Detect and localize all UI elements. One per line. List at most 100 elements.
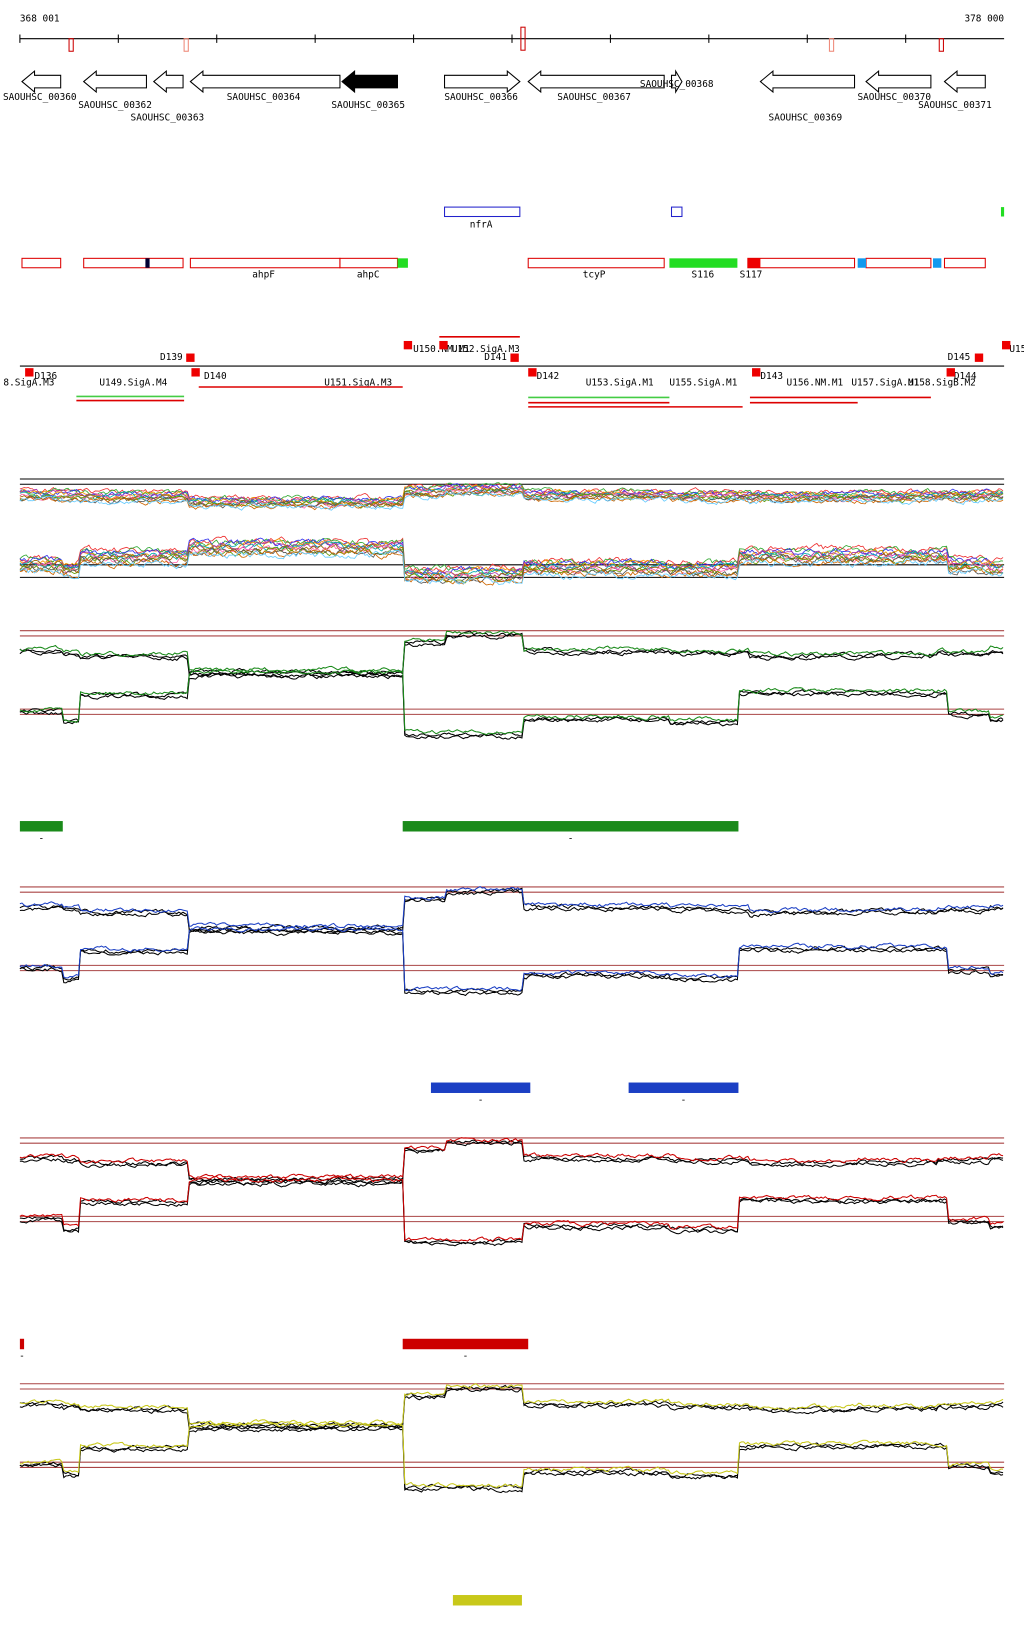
segment-bar: [628, 1082, 739, 1093]
segment-label: -: [39, 833, 45, 844]
transcript-label: D141: [484, 352, 507, 363]
transcript-label: U157.SigA.M1: [851, 377, 919, 388]
gene-label: SAOUHSC_00365: [331, 100, 405, 111]
gene-arrow: [444, 70, 521, 94]
signal-trace: [19, 671, 1004, 738]
signal-trace: [19, 1178, 1004, 1245]
feature-fill: [397, 258, 408, 268]
segment-label: -: [681, 1095, 687, 1106]
segment-label: -: [568, 833, 574, 844]
gene-arrow: [527, 70, 665, 94]
signal-trace: [19, 1387, 1004, 1431]
gene-arrow: [341, 70, 398, 94]
signal-trace: [19, 541, 1004, 580]
feature-label: ahpF: [252, 270, 275, 281]
transcript-marker: [1002, 340, 1011, 350]
transcript-label: D140: [204, 371, 227, 382]
signal-trace: [19, 887, 1004, 932]
signal-trace: [19, 886, 1004, 929]
signal-trace: [19, 1383, 1004, 1426]
signal-trace: [19, 669, 1004, 736]
signal-trace: [19, 482, 1004, 503]
segment-bar: [402, 1338, 529, 1350]
signal-trace: [19, 1421, 1004, 1488]
signal-trace: [19, 926, 1004, 992]
ruler-marker: [828, 38, 835, 52]
gene-label: SAOUHSC_00371: [918, 100, 992, 111]
segment-bar: [19, 1338, 25, 1350]
feature-box: [21, 257, 62, 269]
gene-label: SAOUHSC_00367: [557, 92, 631, 103]
signal-trace: [19, 889, 1004, 934]
signal-trace: [19, 1137, 1004, 1180]
transcript-label: D139: [160, 352, 183, 363]
feature-box: [747, 257, 856, 269]
ruler-end: 378 000: [964, 13, 1004, 24]
feature-label: nfrA: [470, 219, 493, 230]
signal-trace: [19, 547, 1004, 584]
signal-trace: [19, 1425, 1004, 1494]
transcript-label: U152.SigA.M3: [452, 344, 520, 355]
ruler-marker: [183, 38, 189, 52]
transcript-marker: [510, 353, 519, 362]
signal-trace: [19, 1141, 1004, 1185]
gene-arrow: [152, 70, 184, 94]
signal-trace: [19, 489, 1004, 511]
ruler-marker: [938, 38, 944, 52]
signal-trace: [19, 549, 1004, 586]
signal-trace: [19, 490, 1004, 511]
transcript-label: U155.SigA.M1: [669, 377, 737, 388]
segment-bar: [430, 1082, 531, 1093]
gene-label: SAOUHSC_00360: [3, 92, 77, 103]
signal-trace: [19, 673, 1004, 740]
transcript-label: U149.SigA.M4: [99, 377, 167, 388]
transcript-label: U153.SigA.M1: [586, 377, 654, 388]
signal-trace: [19, 537, 1004, 575]
gene-label: SAOUHSC_00364: [227, 92, 301, 103]
gene-label: SAOUHSC_00370: [857, 92, 931, 103]
transcript-label: D136: [35, 371, 58, 382]
gene-arrow: [82, 70, 147, 94]
gene-arrow: [21, 70, 62, 94]
feature-box: [527, 257, 665, 269]
gene-arrow: [943, 70, 986, 94]
feature-box: [444, 206, 521, 218]
ruler-marker: [520, 26, 526, 51]
feature-box: [83, 257, 184, 269]
segment-label: -: [463, 1351, 469, 1362]
feature-box: [670, 206, 683, 218]
feature-fill: [857, 258, 867, 268]
feature-box: [865, 257, 932, 269]
signal-trace: [19, 1180, 1004, 1247]
signal-trace: [19, 484, 1004, 505]
feature-label: S117: [740, 270, 763, 281]
gene-label: SAOUHSC_00366: [444, 92, 518, 103]
transcript-label: U15: [1009, 344, 1024, 355]
transcript-marker: [186, 353, 195, 362]
transcript-label: U158.SigB.M2: [908, 377, 976, 388]
transcript-label: D142: [537, 371, 560, 382]
transcript-marker: [403, 340, 413, 350]
feature-fill: [145, 258, 150, 268]
signal-trace: [19, 538, 1004, 577]
transcript-label: U156.NM.M1: [787, 377, 844, 388]
segment-label: -: [19, 1351, 25, 1362]
gene-arrow: [865, 70, 932, 94]
signal-trace: [19, 927, 1004, 995]
transcript-marker: [439, 340, 448, 350]
signal-trace: [19, 1384, 1004, 1428]
feature-box: [943, 257, 986, 269]
signal-trace: [19, 537, 1004, 576]
transcript-marker: [946, 368, 955, 377]
feature-fill: [1000, 207, 1005, 217]
feature-label: S116: [692, 270, 715, 281]
segment-bar: [19, 821, 63, 832]
feature-box: [339, 257, 398, 269]
transcript-label: 8.SigA.M3: [3, 377, 54, 388]
signal-trace: [19, 1175, 1004, 1242]
transcript-marker: [25, 368, 34, 377]
feature-fill: [932, 258, 942, 268]
feature-fill: [747, 258, 761, 268]
gene-arrow: [670, 69, 683, 94]
